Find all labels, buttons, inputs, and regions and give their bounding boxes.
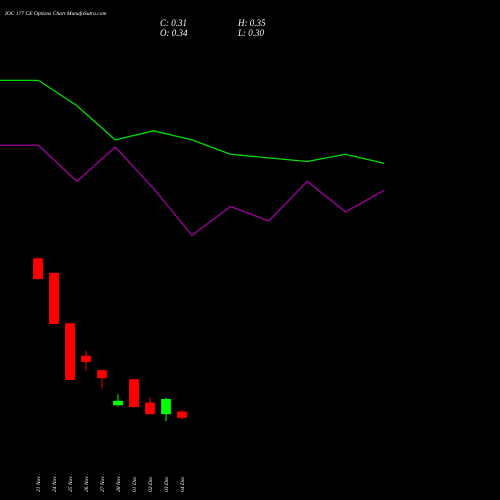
candle-body <box>161 398 171 415</box>
candle-body <box>177 411 187 418</box>
chart-title: IOC 177 CE Options Chart MunafaSutra.com <box>4 10 106 17</box>
info-high: H: 0.35 <box>237 18 266 28</box>
x-tick-label: 03 Dec <box>164 476 170 492</box>
candle-body <box>145 402 155 415</box>
x-tick-label: 04 Dec <box>179 476 186 492</box>
x-tick-label: 26 Nov <box>84 476 90 492</box>
x-tick-label: 28 Nov <box>116 476 122 492</box>
candle-body <box>113 400 123 406</box>
x-tick-label: 21 Nov <box>36 476 42 492</box>
indicator-line <box>0 79 385 164</box>
x-tick-label: 27 Nov <box>100 476 106 492</box>
x-tick-label: 25 Nov <box>68 476 74 492</box>
info-close: C: 0.31 <box>160 18 187 28</box>
info-open: O: 0.34 <box>160 28 188 38</box>
candle-body <box>33 258 43 280</box>
candle-body <box>81 355 91 362</box>
x-tick-label: 24 Nov <box>51 476 58 492</box>
indicator-line <box>0 144 385 237</box>
candle-body <box>97 370 107 379</box>
x-tick-label: 02 Dec <box>148 476 154 492</box>
x-tick-label: 01 Dec <box>132 476 138 492</box>
info-low: L: 0.30 <box>237 28 265 38</box>
candle-body <box>129 379 139 407</box>
candle-body <box>49 272 59 325</box>
candle-body <box>65 323 75 380</box>
